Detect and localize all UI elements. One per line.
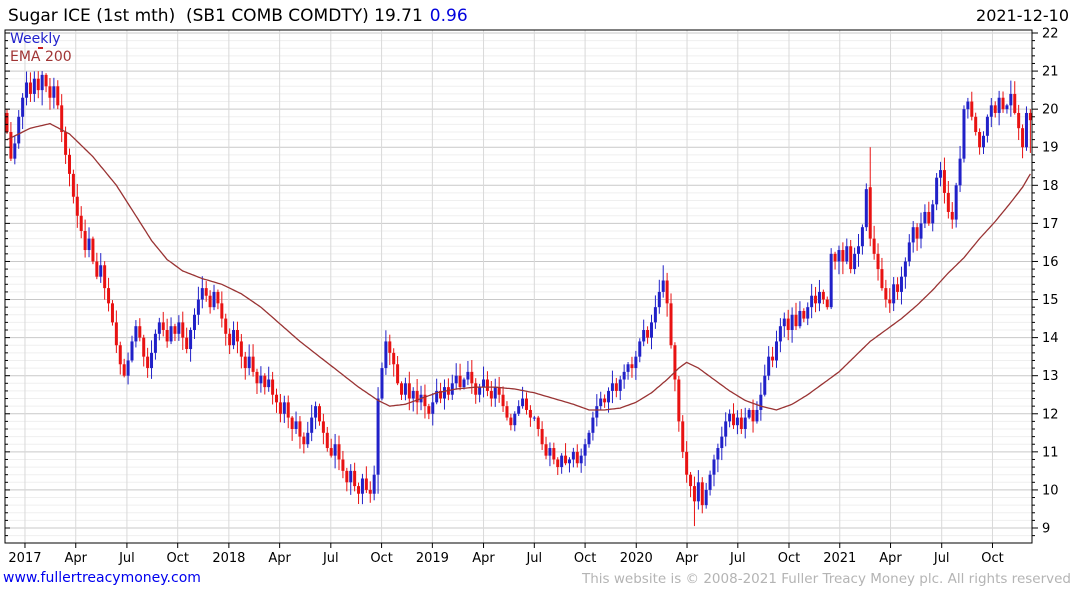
y-axis-labels: 9 10 11 12 13 14 15 16 17 18 19 20 21 22 <box>1042 27 1059 537</box>
x-axis-labels: 2017 Apr Jul Oct 2018 Apr Jul Oct 2019 Apr Jul Oct 2… <box>8 551 1003 566</box>
svg-text:Apr: Apr <box>879 551 902 566</box>
svg-text:20: 20 <box>1042 103 1059 118</box>
instrument-name: Sugar ICE (1st mth) (SB1 COMB COMDTY) <box>8 6 369 26</box>
svg-text:9: 9 <box>1042 521 1050 536</box>
svg-text:14: 14 <box>1042 331 1059 346</box>
svg-text:Apr: Apr <box>472 551 495 566</box>
svg-text:2019: 2019 <box>416 551 449 566</box>
axes <box>4 29 1038 548</box>
svg-text:Jul: Jul <box>525 551 542 566</box>
svg-text:Oct: Oct <box>981 551 1003 566</box>
ema-line <box>6 122 1031 411</box>
svg-text:Jul: Jul <box>729 551 746 566</box>
svg-text:2018: 2018 <box>212 551 245 566</box>
ema-line-group <box>6 122 1031 411</box>
svg-text:18: 18 <box>1042 179 1059 194</box>
major-gridlines <box>5 32 1032 529</box>
svg-text:Apr: Apr <box>268 551 291 566</box>
svg-text:17: 17 <box>1042 217 1059 232</box>
copyright-text: This website is © 2008-2021 Fuller Treac… <box>582 571 1071 587</box>
svg-text:Jul: Jul <box>933 551 950 566</box>
svg-text:16: 16 <box>1042 255 1059 270</box>
svg-text:Oct: Oct <box>574 551 596 566</box>
vertical-gridlines <box>24 30 993 543</box>
price-change: 0.96 <box>429 6 468 26</box>
legend-interval-label: Weekly <box>10 31 61 47</box>
svg-text:19: 19 <box>1042 141 1059 156</box>
svg-text:13: 13 <box>1042 369 1059 384</box>
svg-text:2021: 2021 <box>823 551 856 566</box>
minor-gridlines <box>5 40 1032 537</box>
chart-title: Sugar ICE (1st mth) (SB1 COMB COMDTY) 19… <box>8 6 468 26</box>
svg-text:21: 21 <box>1042 65 1059 80</box>
chart-date: 2021-12-10 <box>976 6 1069 25</box>
last-price: 19.71 <box>374 6 423 26</box>
svg-text:2017: 2017 <box>8 551 41 566</box>
svg-text:Oct: Oct <box>166 551 188 566</box>
svg-text:Apr: Apr <box>64 551 87 566</box>
svg-text:10: 10 <box>1042 483 1059 498</box>
legend-ema-label: EMA 200 <box>10 49 72 65</box>
svg-text:Oct: Oct <box>370 551 392 566</box>
svg-text:Jul: Jul <box>118 551 135 566</box>
svg-text:2020: 2020 <box>620 551 653 566</box>
svg-text:Oct: Oct <box>778 551 800 566</box>
svg-text:Apr: Apr <box>676 551 699 566</box>
svg-text:11: 11 <box>1042 445 1059 460</box>
svg-text:Jul: Jul <box>322 551 339 566</box>
site-link[interactable]: www.fullertreacymoney.com <box>3 570 201 586</box>
svg-text:22: 22 <box>1042 27 1059 42</box>
candlesticks <box>5 71 1032 527</box>
svg-text:15: 15 <box>1042 293 1059 308</box>
legend-marker <box>38 47 43 49</box>
svg-text:12: 12 <box>1042 407 1059 422</box>
